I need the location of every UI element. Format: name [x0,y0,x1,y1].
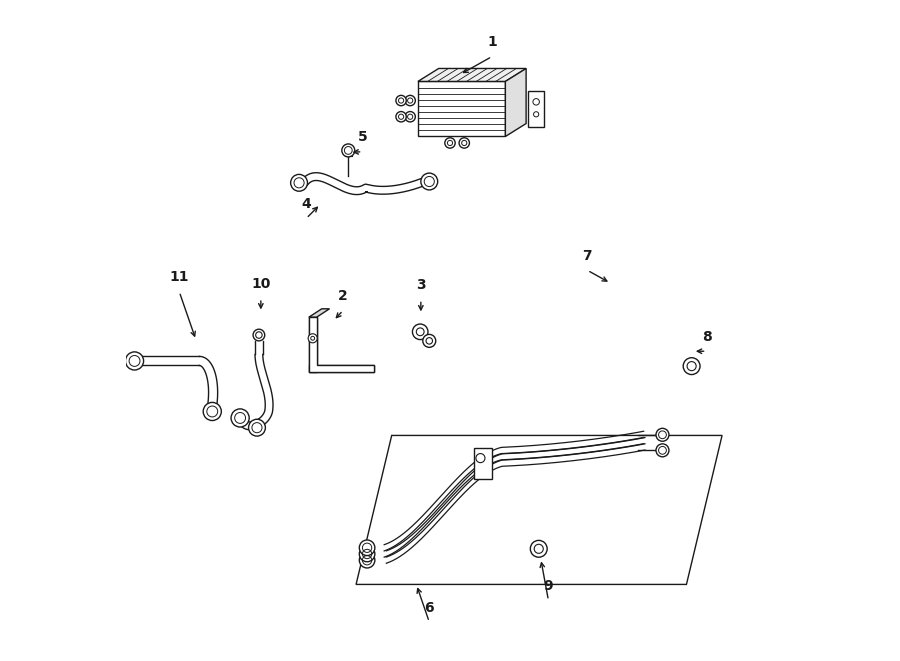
Text: 2: 2 [338,289,348,303]
Polygon shape [418,69,526,81]
Circle shape [396,95,406,106]
Text: 3: 3 [416,278,426,292]
Circle shape [396,112,406,122]
Circle shape [656,444,669,457]
Circle shape [359,553,375,568]
Polygon shape [309,364,374,372]
Text: 1: 1 [487,35,497,49]
Circle shape [253,329,265,341]
Text: 7: 7 [582,249,592,263]
Circle shape [359,540,375,555]
Text: 4: 4 [302,197,311,211]
Circle shape [248,419,266,436]
Polygon shape [506,69,526,136]
Circle shape [445,137,455,148]
Circle shape [421,173,437,190]
Circle shape [459,137,470,148]
Polygon shape [309,309,329,317]
Circle shape [683,358,700,375]
Circle shape [125,352,144,370]
Polygon shape [309,317,374,372]
Polygon shape [309,317,317,372]
Text: 11: 11 [169,270,189,284]
Polygon shape [474,448,492,479]
Circle shape [530,541,547,557]
Circle shape [656,428,669,442]
Circle shape [405,112,415,122]
Circle shape [231,409,249,427]
Circle shape [412,324,428,340]
Polygon shape [528,91,544,127]
Circle shape [405,95,415,106]
Polygon shape [356,436,722,584]
Circle shape [203,403,221,420]
Text: 10: 10 [251,277,271,291]
Text: 8: 8 [702,330,711,344]
Polygon shape [418,81,506,136]
Circle shape [308,334,317,343]
Circle shape [291,175,308,191]
Circle shape [342,144,355,157]
Text: 6: 6 [425,601,434,615]
Circle shape [423,334,436,347]
Text: 5: 5 [357,130,367,145]
Circle shape [359,546,375,562]
Text: 9: 9 [544,580,554,594]
